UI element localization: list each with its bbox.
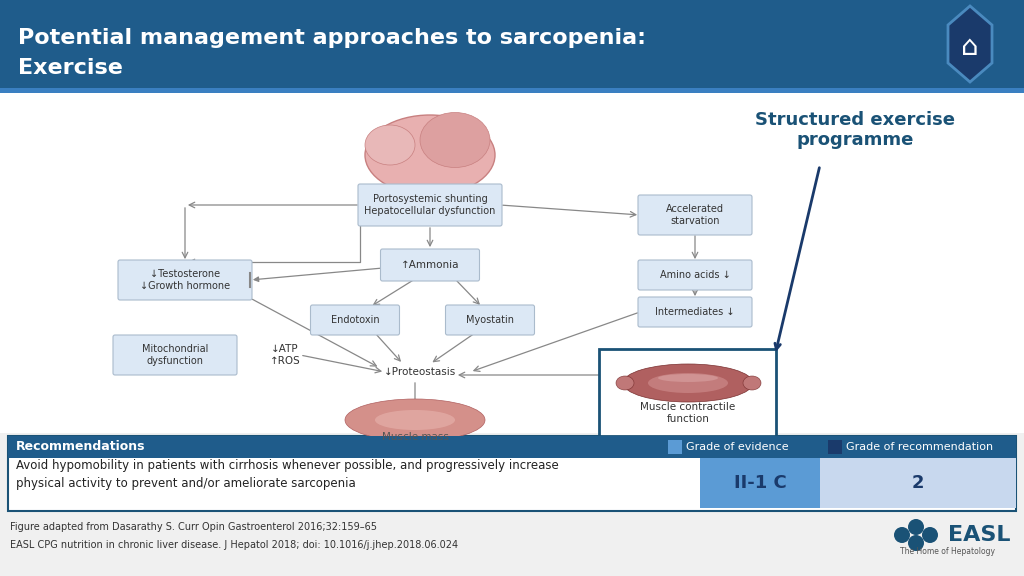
Ellipse shape <box>420 112 490 168</box>
Text: Figure adapted from Dasarathy S. Curr Opin Gastroenterol 2016;32:159–65: Figure adapted from Dasarathy S. Curr Op… <box>10 522 377 532</box>
Text: Muscle contractile
function: Muscle contractile function <box>640 402 735 424</box>
Text: Portosystemic shunting
Hepatocellular dysfunction: Portosystemic shunting Hepatocellular dy… <box>365 194 496 216</box>
FancyBboxPatch shape <box>0 93 1024 433</box>
FancyBboxPatch shape <box>8 436 1016 511</box>
Text: Exercise: Exercise <box>18 58 123 78</box>
Text: ↓Testosterone
↓Growth hormone: ↓Testosterone ↓Growth hormone <box>140 269 230 291</box>
Text: Grade of recommendation: Grade of recommendation <box>846 442 993 452</box>
FancyBboxPatch shape <box>0 433 1024 576</box>
Ellipse shape <box>365 115 495 195</box>
Text: ↓ATP
↑ROS: ↓ATP ↑ROS <box>269 344 300 366</box>
Text: 2: 2 <box>911 474 925 492</box>
FancyBboxPatch shape <box>445 305 535 335</box>
FancyBboxPatch shape <box>310 305 399 335</box>
Ellipse shape <box>345 399 485 441</box>
Text: Myostatin: Myostatin <box>466 315 514 325</box>
Text: Potential management approaches to sarcopenia:: Potential management approaches to sarco… <box>18 28 646 48</box>
FancyBboxPatch shape <box>668 440 682 454</box>
FancyBboxPatch shape <box>820 458 1016 508</box>
Ellipse shape <box>375 410 455 430</box>
Text: Endotoxin: Endotoxin <box>331 315 379 325</box>
FancyBboxPatch shape <box>0 88 1024 93</box>
Text: EASL: EASL <box>948 525 1011 545</box>
Text: physical activity to prevent and/or ameliorate sarcopenia: physical activity to prevent and/or amel… <box>16 478 355 491</box>
Text: The Home of Hepatology: The Home of Hepatology <box>900 548 995 556</box>
Circle shape <box>908 519 924 535</box>
Text: ↓Proteostasis: ↓Proteostasis <box>384 367 456 377</box>
FancyBboxPatch shape <box>0 0 1024 88</box>
FancyBboxPatch shape <box>828 440 842 454</box>
Text: Recommendations: Recommendations <box>16 441 145 453</box>
FancyBboxPatch shape <box>381 249 479 281</box>
Text: Intermediates ↓: Intermediates ↓ <box>655 307 735 317</box>
FancyBboxPatch shape <box>638 260 752 290</box>
Circle shape <box>922 527 938 543</box>
FancyBboxPatch shape <box>638 195 752 235</box>
FancyBboxPatch shape <box>358 184 502 226</box>
FancyBboxPatch shape <box>700 458 820 508</box>
Text: ⌂: ⌂ <box>962 33 979 61</box>
Text: Avoid hypomobility in patients with cirrhosis whenever possible, and progressive: Avoid hypomobility in patients with cirr… <box>16 460 559 472</box>
Ellipse shape <box>616 376 634 390</box>
FancyBboxPatch shape <box>599 349 776 436</box>
Ellipse shape <box>648 373 728 393</box>
Ellipse shape <box>365 125 415 165</box>
FancyBboxPatch shape <box>113 335 237 375</box>
Text: Mitochondrial
dysfunction: Mitochondrial dysfunction <box>141 344 208 366</box>
Circle shape <box>908 535 924 551</box>
FancyBboxPatch shape <box>638 297 752 327</box>
Text: Structured exercise
programme: Structured exercise programme <box>755 111 955 149</box>
Text: EASL CPG nutrition in chronic liver disease. J Hepatol 2018; doi: 10.1016/j.jhep: EASL CPG nutrition in chronic liver dise… <box>10 540 458 550</box>
Ellipse shape <box>743 376 761 390</box>
Text: Accelerated
starvation: Accelerated starvation <box>666 204 724 226</box>
Circle shape <box>894 527 910 543</box>
Text: II-1 C: II-1 C <box>733 474 786 492</box>
Text: Muscle mass: Muscle mass <box>382 432 449 442</box>
FancyBboxPatch shape <box>8 436 1016 458</box>
Polygon shape <box>948 6 992 82</box>
FancyBboxPatch shape <box>118 260 252 300</box>
Text: Grade of evidence: Grade of evidence <box>686 442 788 452</box>
Ellipse shape <box>623 364 753 402</box>
Ellipse shape <box>658 374 718 382</box>
Text: ↑Ammonia: ↑Ammonia <box>400 260 459 270</box>
Text: Amino acids ↓: Amino acids ↓ <box>659 270 730 280</box>
